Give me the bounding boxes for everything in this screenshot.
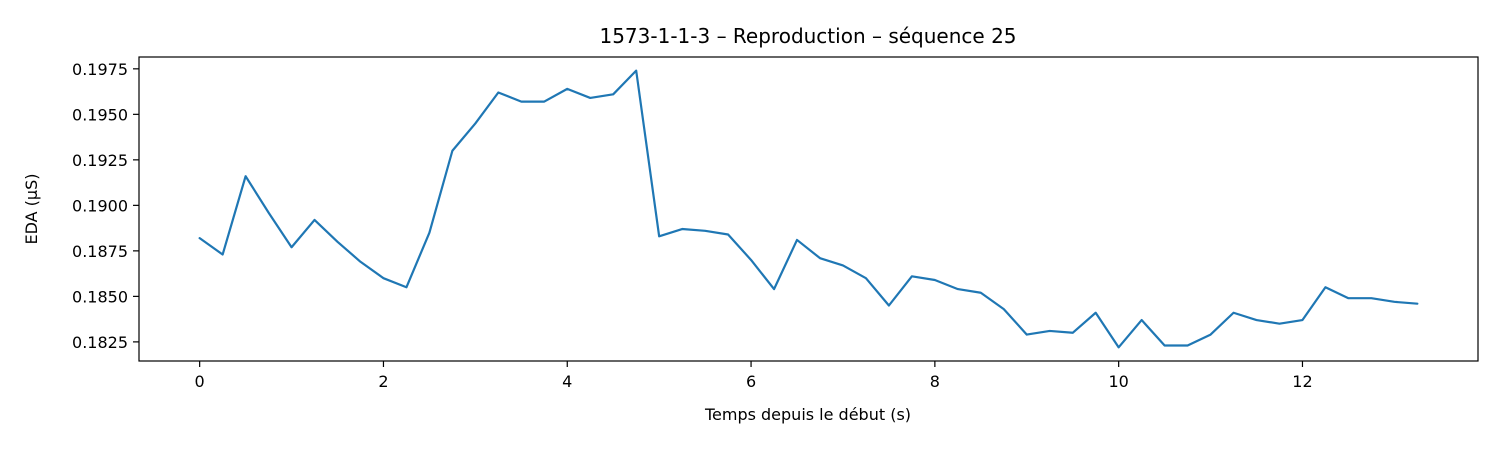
series-line xyxy=(198,69,1419,349)
y-tick-label: 0.1825 xyxy=(72,333,128,352)
x-tick-label: 12 xyxy=(1292,372,1312,391)
chart-title: 1573-1-1-3 – Reproduction – séquence 25 xyxy=(599,24,1016,48)
series-layer xyxy=(198,69,1419,349)
x-tick-label: 0 xyxy=(195,372,205,391)
x-axis-title: Temps depuis le début (s) xyxy=(704,405,911,424)
y-tick-label: 0.1875 xyxy=(72,242,128,261)
x-tick-label: 2 xyxy=(378,372,388,391)
x-tick-label: 8 xyxy=(930,372,940,391)
y-axis-title: EDA (µS) xyxy=(22,174,41,245)
y-tick-label: 0.1850 xyxy=(72,287,128,306)
y-axis: 0.1825 0.1850 0.1875 0.1900 0.1925 0.1950 0.19… xyxy=(72,60,139,352)
y-tick-label: 0.1900 xyxy=(72,196,128,215)
x-tick-label: 4 xyxy=(562,372,572,391)
x-tick-label: 6 xyxy=(746,372,756,391)
y-tick-label: 0.1975 xyxy=(72,60,128,79)
x-tick-label: 10 xyxy=(1108,372,1128,391)
y-tick-label: 0.1950 xyxy=(72,105,128,124)
x-axis: 0 2 4 6 8 10 12 xyxy=(195,361,1313,391)
plot-frame xyxy=(138,56,1479,362)
y-tick-label: 0.1925 xyxy=(72,151,128,170)
